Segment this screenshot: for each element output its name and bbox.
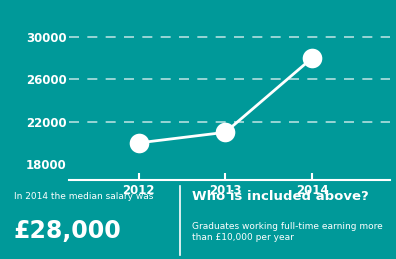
Point [309, 56, 315, 60]
Point [135, 141, 142, 145]
Text: In 2014 the median salary was: In 2014 the median salary was [14, 192, 153, 201]
Text: Graduates working full-time earning more
than £10,000 per year: Graduates working full-time earning more… [192, 222, 383, 242]
Point [222, 130, 228, 134]
Text: £28,000: £28,000 [14, 219, 122, 243]
Text: Who is included above?: Who is included above? [192, 190, 369, 203]
